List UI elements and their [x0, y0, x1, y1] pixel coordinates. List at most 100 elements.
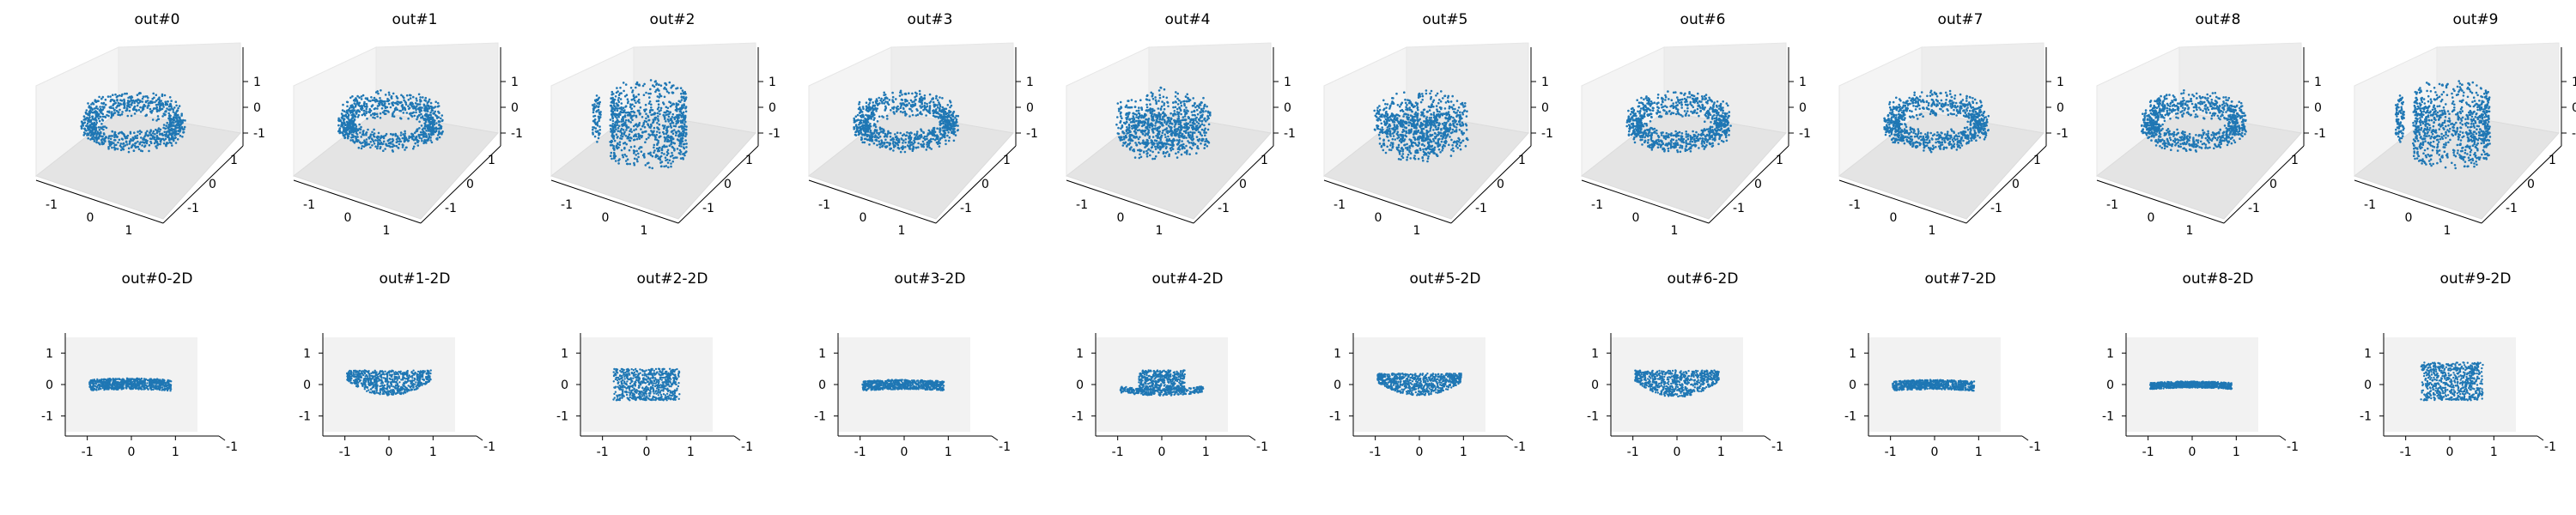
data-point: [657, 115, 659, 118]
data-point: [656, 143, 659, 146]
data-point: [1200, 142, 1202, 145]
data-point: [1122, 142, 1125, 144]
data-point: [654, 80, 657, 82]
data-point: [650, 106, 653, 109]
data-point: [143, 95, 145, 98]
data-point: [1181, 140, 1183, 142]
data-point: [1145, 132, 1147, 135]
data-point: [368, 111, 370, 113]
data-point: [653, 149, 656, 152]
data-point: [130, 132, 132, 135]
data-point: [404, 100, 407, 103]
data-point: [147, 106, 149, 109]
data-point: [883, 94, 885, 96]
data-point: [1159, 145, 1162, 148]
data-point: [1161, 100, 1163, 103]
data-point: [1158, 89, 1161, 92]
data-point: [90, 103, 93, 106]
data-point: [1115, 124, 1118, 126]
data-point: [1148, 109, 1151, 112]
data-point: [1171, 123, 1174, 125]
data-point: [85, 112, 88, 114]
data-point: [1174, 124, 1176, 126]
data-point: [1394, 138, 1396, 141]
data-point: [1144, 122, 1146, 124]
data-point: [874, 124, 877, 126]
data-point: [106, 136, 108, 139]
data-point: [905, 99, 908, 101]
data-point: [1178, 106, 1181, 109]
data-point: [1156, 129, 1158, 131]
data-point: [886, 136, 889, 138]
data-point: [625, 129, 628, 131]
data-point: [100, 123, 103, 125]
data-point: [636, 158, 639, 161]
data-point: [885, 96, 888, 99]
data-point: [931, 131, 933, 134]
data-point: [875, 110, 878, 112]
data-point: [622, 154, 624, 156]
data-point: [618, 121, 621, 124]
data-point: [886, 142, 889, 144]
data-point: [402, 137, 404, 140]
data-point: [612, 145, 615, 148]
data-point: [181, 136, 184, 138]
data-point: [647, 136, 650, 139]
data-point: [1154, 124, 1157, 127]
data-point: [902, 148, 904, 150]
data-point: [935, 95, 938, 98]
data-point: [684, 135, 687, 137]
data-point: [1176, 108, 1179, 111]
data-point: [1177, 135, 1180, 137]
data-point: [937, 136, 939, 138]
data-point: [400, 131, 403, 134]
data-point: [1185, 122, 1188, 124]
data-point: [656, 100, 659, 103]
data-point: [1148, 148, 1151, 151]
data-point: [1464, 102, 1467, 105]
data-point: [657, 140, 659, 142]
data-point: [669, 123, 671, 125]
data-point: [418, 94, 421, 96]
data-point: [920, 106, 922, 109]
data-point: [935, 108, 938, 111]
z-tick-label: 0: [769, 101, 776, 115]
data-point: [1162, 118, 1164, 120]
data-point: [1394, 124, 1396, 126]
data-point: [592, 112, 595, 114]
data-point: [147, 97, 149, 100]
data-point: [90, 119, 93, 122]
data-point: [152, 93, 155, 95]
data-point: [905, 93, 908, 95]
data-point: [633, 136, 635, 138]
data-point: [112, 107, 115, 110]
data-point: [158, 98, 161, 100]
data-point: [423, 100, 426, 102]
data-point: [424, 118, 427, 121]
data-point: [611, 106, 613, 109]
data-point: [945, 143, 947, 146]
data-point: [1184, 124, 1187, 127]
data-point: [868, 117, 871, 119]
data-point: [644, 110, 647, 112]
data-point: [1445, 101, 1448, 104]
data-point: [88, 105, 91, 107]
data-point: [594, 106, 597, 109]
data-point: [914, 103, 917, 106]
data-point: [685, 142, 688, 145]
data-point: [406, 112, 409, 114]
data-point: [592, 109, 595, 112]
data-point: [121, 113, 124, 116]
data-point: [160, 103, 162, 106]
data-point: [864, 118, 866, 120]
data-point: [628, 119, 630, 122]
data-point: [1174, 125, 1176, 128]
data-point: [423, 105, 426, 107]
data-point: [398, 143, 401, 146]
data-point: [638, 83, 641, 86]
data-point: [615, 107, 617, 110]
data-point: [184, 126, 186, 129]
data-point: [361, 105, 363, 107]
data-point: [153, 97, 155, 100]
data-point: [155, 119, 158, 122]
